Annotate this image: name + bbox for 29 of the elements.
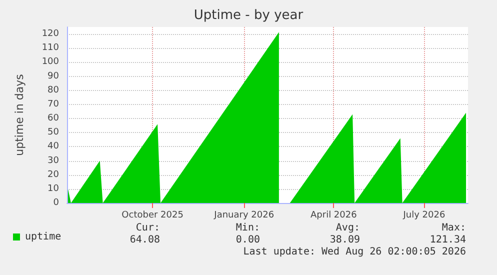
text: Max: <box>442 222 466 234</box>
y-tick-label: 100 <box>42 57 60 68</box>
y-tick-label: 70 <box>48 99 60 110</box>
text: 64.08 <box>130 234 160 246</box>
text: 0.00 <box>236 234 260 246</box>
x-tick-label: July 2026 <box>402 210 446 220</box>
x-tick-label: January 2026 <box>213 210 274 220</box>
y-tick-label: 120 <box>42 29 60 40</box>
y-tick-label: 50 <box>48 128 60 138</box>
y-tick-label: 110 <box>42 43 60 54</box>
y-tick-label: 20 <box>48 170 60 180</box>
chart-title: Uptime - by year <box>194 8 304 23</box>
text: Cur: <box>136 222 160 234</box>
text: Min: <box>236 222 260 234</box>
y-tick-label: 40 <box>48 142 60 152</box>
y-tick-label: 10 <box>48 184 60 194</box>
y-tick-label: 90 <box>48 71 60 82</box>
x-tick-label: April 2026 <box>310 210 358 220</box>
y-axis-title: uptime in days <box>13 74 26 156</box>
x-tick-label: October 2025 <box>122 210 184 220</box>
y-tick-label: 80 <box>48 85 60 96</box>
legend-label: uptime <box>25 232 62 242</box>
y-tick-label: 0 <box>53 198 60 208</box>
text: 38.09 <box>330 234 360 246</box>
text: Last update: Wed Aug 26 02:00:05 2026 <box>243 246 466 258</box>
text: 121.34 <box>430 234 466 246</box>
y-tick-label: 30 <box>48 156 60 166</box>
text: Avg: <box>336 222 360 234</box>
y-tick-label: 60 <box>48 114 60 124</box>
